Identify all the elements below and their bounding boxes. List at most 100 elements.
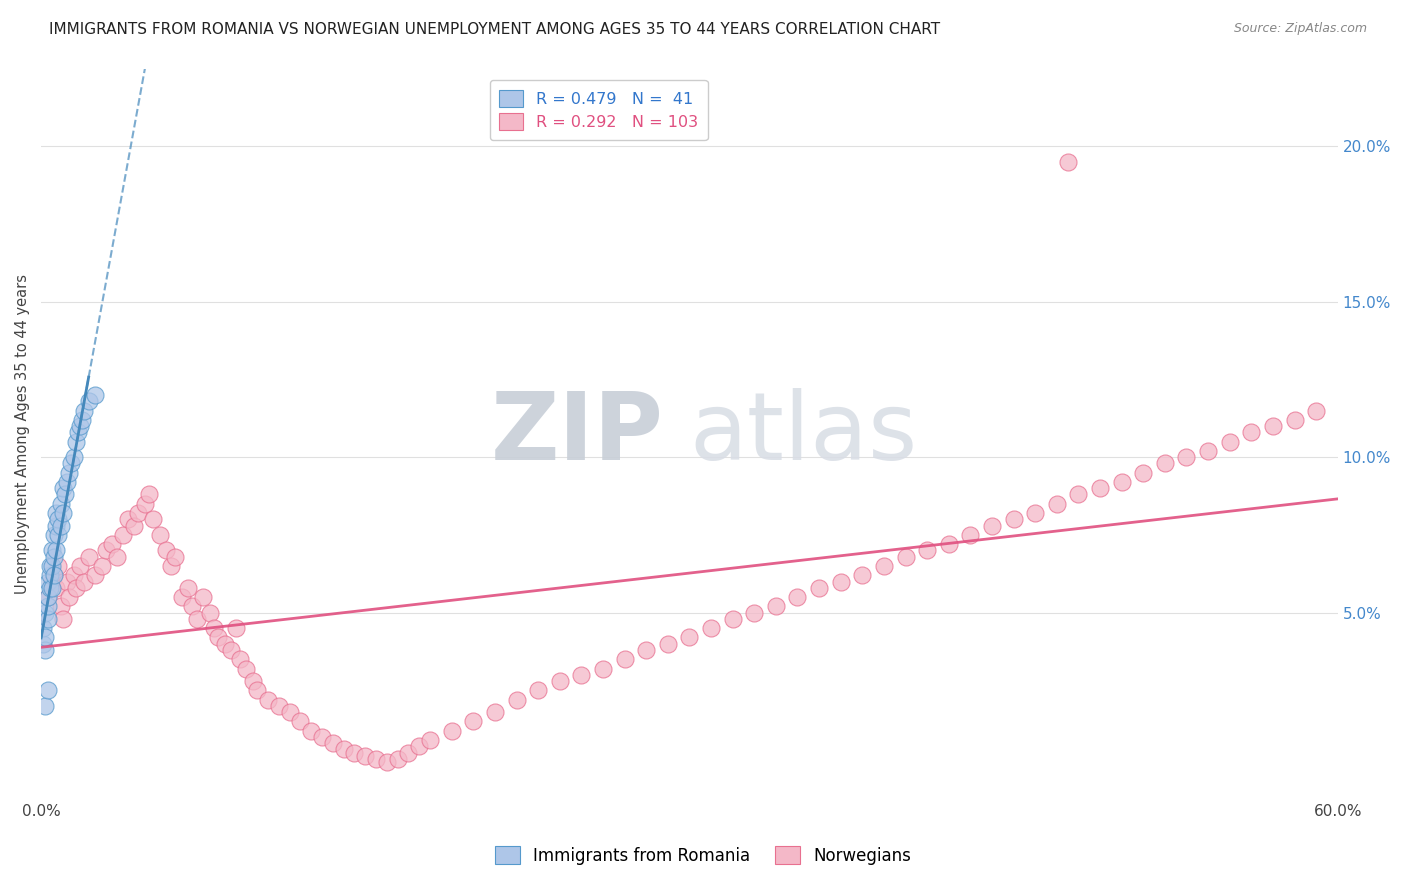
Point xyxy=(77,394,100,409)
Point xyxy=(52,506,75,520)
Point xyxy=(42,549,65,564)
Point xyxy=(34,606,56,620)
Point xyxy=(48,559,70,574)
Point xyxy=(69,559,91,574)
Point xyxy=(58,466,80,480)
Point xyxy=(278,705,301,719)
Point xyxy=(613,652,636,666)
Point xyxy=(387,752,409,766)
Point xyxy=(894,549,917,564)
Point xyxy=(311,730,333,744)
Point xyxy=(177,581,200,595)
Point xyxy=(1111,475,1133,489)
Point xyxy=(37,612,59,626)
Point xyxy=(527,683,550,698)
Point xyxy=(915,543,938,558)
Point xyxy=(37,590,59,604)
Point xyxy=(246,683,269,698)
Point xyxy=(808,581,831,595)
Point xyxy=(1219,434,1241,449)
Legend: Immigrants from Romania, Norwegians: Immigrants from Romania, Norwegians xyxy=(486,838,920,873)
Point xyxy=(45,506,67,520)
Point xyxy=(235,662,257,676)
Point xyxy=(34,698,56,713)
Point xyxy=(257,692,280,706)
Point xyxy=(700,621,723,635)
Point xyxy=(159,559,181,574)
Point xyxy=(299,723,322,738)
Point xyxy=(1067,487,1090,501)
Point xyxy=(198,606,221,620)
Point xyxy=(170,590,193,604)
Point xyxy=(398,746,420,760)
Point xyxy=(1132,466,1154,480)
Point xyxy=(571,667,593,681)
Point xyxy=(77,549,100,564)
Point xyxy=(53,487,76,501)
Point xyxy=(186,612,208,626)
Point xyxy=(38,568,60,582)
Point xyxy=(322,736,344,750)
Point xyxy=(90,559,112,574)
Point xyxy=(65,581,87,595)
Point xyxy=(721,612,744,626)
Point xyxy=(37,599,59,614)
Point xyxy=(134,497,156,511)
Point xyxy=(938,537,960,551)
Point xyxy=(38,559,60,574)
Point xyxy=(181,599,204,614)
Text: Source: ZipAtlas.com: Source: ZipAtlas.com xyxy=(1233,22,1367,36)
Point xyxy=(343,746,366,760)
Point xyxy=(290,714,312,729)
Point xyxy=(765,599,787,614)
Point xyxy=(193,590,215,604)
Point xyxy=(41,543,63,558)
Point xyxy=(138,487,160,501)
Point xyxy=(830,574,852,589)
Point xyxy=(42,528,65,542)
Point xyxy=(94,543,117,558)
Point xyxy=(41,581,63,595)
Point xyxy=(70,413,93,427)
Point xyxy=(419,733,441,747)
Point xyxy=(1088,481,1111,495)
Point xyxy=(1197,444,1219,458)
Point xyxy=(1240,425,1263,440)
Point xyxy=(202,621,225,635)
Point xyxy=(45,543,67,558)
Point xyxy=(1024,506,1046,520)
Point xyxy=(56,574,79,589)
Point xyxy=(267,698,290,713)
Point xyxy=(32,637,55,651)
Point xyxy=(49,497,72,511)
Point xyxy=(56,475,79,489)
Y-axis label: Unemployment Among Ages 35 to 44 years: Unemployment Among Ages 35 to 44 years xyxy=(15,274,30,594)
Point xyxy=(48,512,70,526)
Point xyxy=(959,528,981,542)
Point xyxy=(636,643,658,657)
Point xyxy=(1284,413,1306,427)
Point xyxy=(1154,456,1177,470)
Point xyxy=(48,528,70,542)
Point xyxy=(155,543,177,558)
Point xyxy=(214,637,236,651)
Point xyxy=(122,518,145,533)
Point xyxy=(65,434,87,449)
Point xyxy=(742,606,765,620)
Point xyxy=(548,673,571,688)
Point xyxy=(52,481,75,495)
Point xyxy=(364,752,387,766)
Point xyxy=(873,559,896,574)
Point xyxy=(62,568,84,582)
Point xyxy=(112,528,135,542)
Point xyxy=(375,755,398,769)
Point xyxy=(42,568,65,582)
Text: atlas: atlas xyxy=(689,388,918,480)
Point xyxy=(127,506,149,520)
Point xyxy=(52,612,75,626)
Point xyxy=(149,528,172,542)
Point xyxy=(142,512,165,526)
Point xyxy=(32,621,55,635)
Point xyxy=(60,456,83,470)
Point xyxy=(786,590,808,604)
